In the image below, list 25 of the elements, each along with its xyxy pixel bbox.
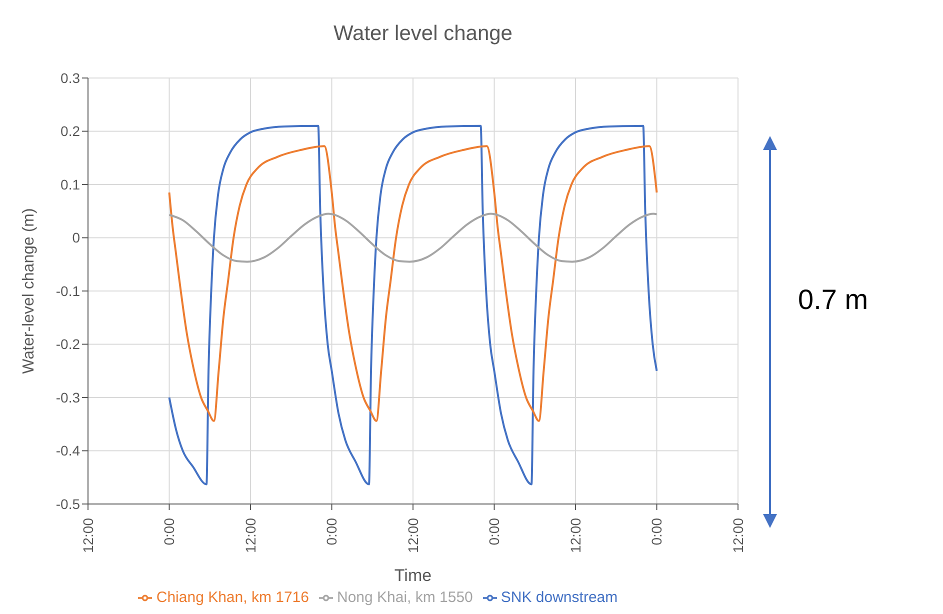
y-tick-label: 0.3 xyxy=(60,70,80,86)
text: 0.7 m xyxy=(798,284,868,316)
y-axis-title: Water-level change (m) xyxy=(20,208,38,374)
x-tick-label: 0:00 xyxy=(486,518,502,546)
x-tick-label: 12:00 xyxy=(730,518,746,554)
x-tick-label: 12:00 xyxy=(242,518,258,554)
y-tick-label: -0.3 xyxy=(56,389,80,406)
y-tick-label: -0.1 xyxy=(56,282,80,299)
y-tick-label: -0.2 xyxy=(56,336,80,352)
x-tick-label: 12:00 xyxy=(404,518,421,554)
x-tick-label: 12:00 xyxy=(567,518,584,554)
legend-label: Chiang Khan, km 1716 xyxy=(156,589,309,606)
y-tick-label: 0.2 xyxy=(60,123,80,140)
x-tick-label: 0:00 xyxy=(324,518,340,546)
chart-title: Water level change xyxy=(332,22,514,46)
x-tick-label: 12:00 xyxy=(80,518,96,554)
legend-label: Nong Khai, km 1550 xyxy=(336,589,473,606)
y-tick-label: 0 xyxy=(72,230,80,246)
legend-label: SNK downstream xyxy=(500,589,618,606)
y-tick-label: -0.4 xyxy=(56,442,80,459)
y-tick-label: -0.5 xyxy=(56,496,80,512)
x-axis-title: Time xyxy=(394,566,432,585)
x-tick-label: 0:00 xyxy=(161,518,178,546)
x-tick-label: 0:00 xyxy=(648,518,665,546)
y-tick-label: 0.1 xyxy=(60,176,80,192)
